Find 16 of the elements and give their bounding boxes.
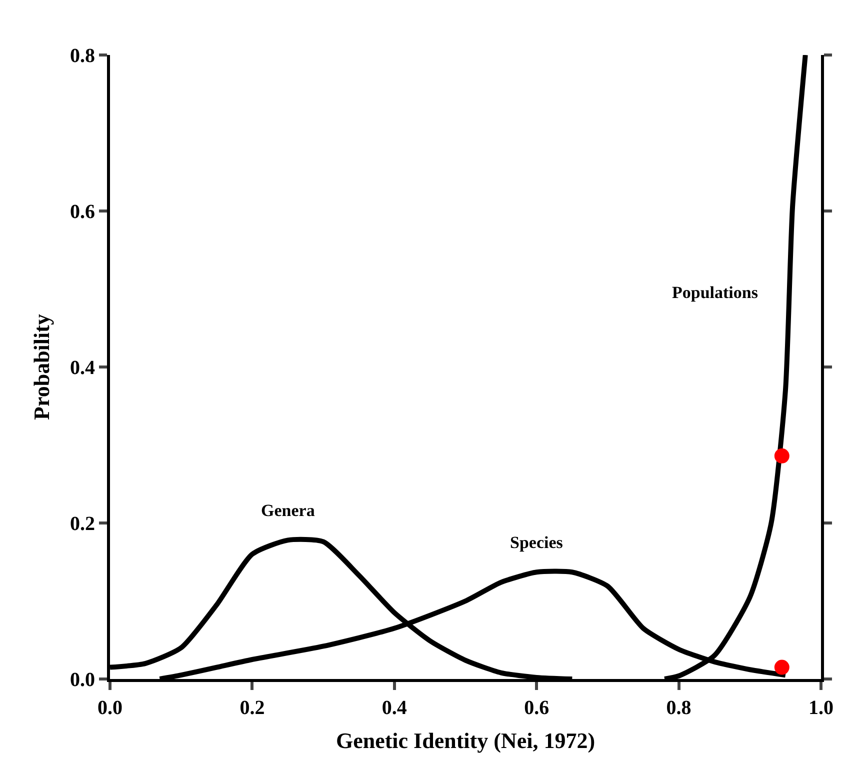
x-axis-title: Genetic Identity (Nei, 1972) (336, 728, 596, 753)
series-label: Populations (672, 283, 758, 302)
x-tick-label: 0.2 (240, 697, 265, 719)
y-axis-title: Probability (28, 314, 54, 420)
x-tick-label: 0.4 (382, 697, 407, 719)
series-label: Species (510, 533, 564, 552)
y-tick-label: 0.8 (70, 45, 95, 67)
x-tick-label: 0.6 (524, 697, 550, 719)
x-tick-label: 0.8 (666, 697, 692, 719)
y-tick-label: 0.4 (70, 357, 95, 379)
y-tick-label: 0.6 (70, 201, 95, 223)
series-label: Genera (261, 501, 316, 520)
x-tick-label: 0.0 (98, 697, 122, 719)
y-tick-label: 0.2 (70, 513, 95, 535)
y-tick-label: 0.0 (70, 669, 95, 691)
x-tick-label: 1.0 (808, 697, 834, 719)
